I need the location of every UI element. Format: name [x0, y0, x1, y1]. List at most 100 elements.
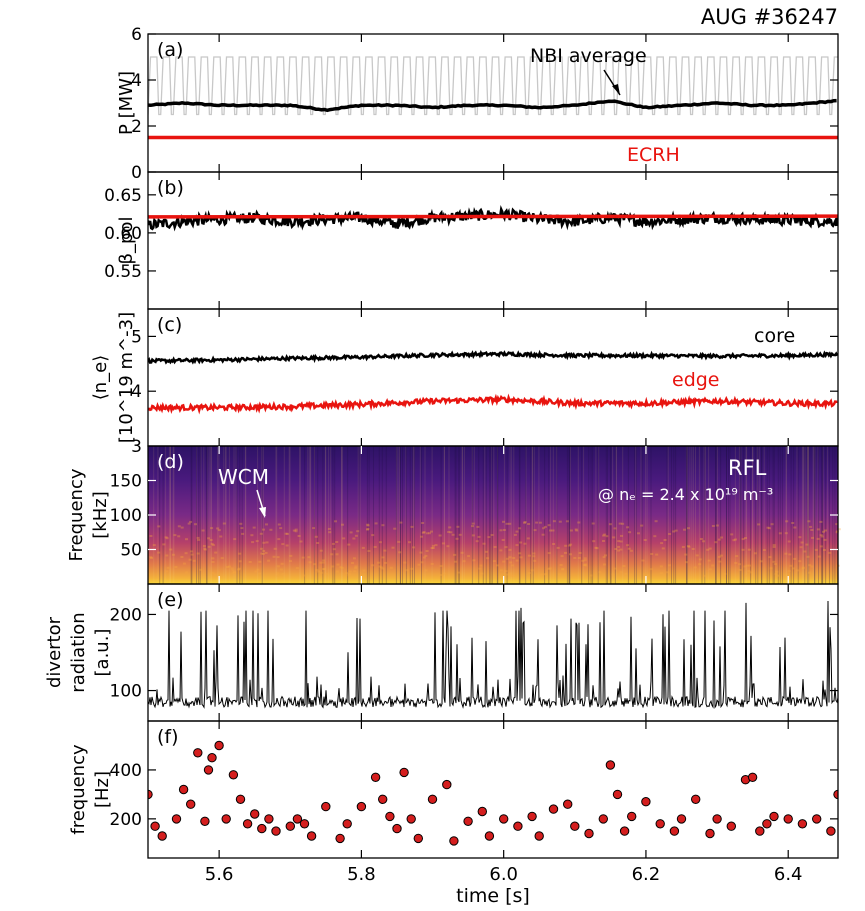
divertor-radiation-line: [148, 600, 838, 709]
spectrogram-speck: [509, 561, 513, 564]
spectrogram-speck: [438, 534, 442, 537]
spectrogram-speck: [589, 574, 593, 577]
spectrogram-speck: [702, 540, 705, 543]
frequency-point: [150, 821, 160, 831]
panel-tag: (f): [157, 726, 179, 748]
frequency-point: [321, 801, 331, 812]
spectrogram-speck: [424, 569, 428, 572]
spectrogram-speck: [547, 552, 551, 555]
spectrogram-speck: [332, 548, 336, 551]
spectrogram-speck: [626, 544, 630, 547]
spectrogram-speck: [352, 537, 356, 540]
spectrogram-speck: [824, 529, 827, 532]
spectrogram-speck: [276, 565, 280, 568]
frequency-point: [427, 794, 438, 804]
spectrogram-speck: [757, 523, 761, 526]
spectrogram-speck: [210, 527, 214, 530]
spectrogram-speck: [796, 569, 799, 572]
spectrogram-speck: [397, 540, 401, 543]
spectrogram-speck: [538, 521, 542, 524]
spectrogram-speck: [556, 546, 560, 549]
panel-frame: [147, 171, 839, 310]
frequency-point: [257, 823, 267, 834]
spectrogram-speck: [165, 554, 169, 557]
spectrogram-speck: [301, 556, 305, 559]
spectrogram-speck: [734, 538, 737, 541]
spectrogram-speck: [453, 553, 457, 556]
spectrogram-speck: [487, 536, 491, 539]
spectrogram-speck: [241, 532, 245, 535]
spectrogram-speck: [817, 555, 821, 558]
spectrogram-speck: [741, 538, 745, 541]
spectrogram-speck: [189, 550, 193, 553]
spectrogram-speck: [203, 548, 207, 551]
spectrogram-speck: [527, 554, 531, 557]
spectrogram-speck: [398, 551, 402, 554]
spectrogram-speck: [262, 528, 265, 531]
spectrogram-speck: [307, 556, 311, 559]
spectrogram-speck: [511, 574, 515, 577]
spectrogram-speck: [312, 527, 316, 530]
frequency-point: [250, 809, 260, 819]
spectrogram-speck: [353, 570, 357, 573]
spectrogram-speck: [295, 567, 299, 570]
spectrogram-speck: [275, 572, 279, 575]
spectrogram-speck: [568, 544, 572, 547]
spectrogram-speck: [240, 527, 244, 530]
spectrogram-speck: [745, 564, 749, 567]
rfl-label: RFL: [728, 456, 767, 480]
spectrogram-speck: [687, 545, 691, 548]
spectrogram-speck: [772, 560, 776, 563]
spectrogram-speck: [502, 560, 506, 563]
frequency-point: [691, 794, 701, 804]
beta-pol-ref-line: [148, 214, 838, 219]
frequency-point: [570, 821, 580, 831]
spectrogram-speck: [801, 567, 805, 570]
spectrogram-speck: [317, 570, 321, 573]
spectrogram-speck: [378, 541, 382, 544]
frequency-point: [627, 811, 637, 822]
spectrogram-speck: [628, 531, 632, 534]
spectrogram-speck: [157, 525, 161, 528]
wcm-arrow-head: [259, 507, 266, 518]
spectrogram-speck: [285, 532, 289, 535]
spectrogram-speck: [672, 530, 676, 533]
spectrogram-speck: [260, 552, 264, 555]
spectrogram-speck: [250, 534, 254, 537]
frequency-point: [584, 828, 594, 839]
spectrogram-speck: [217, 529, 221, 532]
spectrogram-speck: [715, 524, 719, 527]
spectrogram-speck: [800, 541, 804, 544]
spectrogram-speck: [723, 572, 727, 575]
spectrogram-speck: [462, 560, 466, 563]
spectrogram-speck: [602, 556, 606, 559]
spectrogram-speck: [816, 528, 820, 531]
frequency-point: [264, 814, 274, 824]
spectrogram-speck: [624, 572, 628, 575]
spectrogram-speck: [540, 573, 544, 576]
spectrogram-speck: [810, 529, 814, 531]
spectrogram-speck: [391, 546, 395, 549]
spectrogram-speck: [569, 529, 573, 532]
y-axis-label: ⟨n_e⟩: [90, 355, 111, 401]
spectrogram-speck: [422, 531, 426, 534]
spectrogram-speck: [808, 564, 812, 567]
spectrogram-speck: [276, 556, 280, 559]
spectrogram-speck: [702, 574, 706, 577]
spectrogram-speck: [313, 563, 317, 566]
spectrogram-streaks: [149, 446, 841, 584]
spectrogram-speck: [256, 568, 260, 571]
spectrogram-speck: [526, 537, 530, 540]
spectrogram-speck: [819, 520, 823, 523]
spectrogram-speck: [798, 560, 802, 563]
frequency-point: [463, 816, 473, 826]
spectrogram-speck: [518, 527, 522, 530]
spectrogram-speck: [654, 520, 658, 523]
x-tick-label: 6.0: [489, 864, 518, 885]
spectrogram-speck: [182, 562, 186, 565]
spectrogram-speck: [207, 545, 211, 548]
spectrogram-speck: [328, 531, 332, 534]
spectrogram-speck: [320, 571, 324, 574]
frequency-point: [399, 767, 409, 778]
frequency-point: [527, 811, 537, 822]
